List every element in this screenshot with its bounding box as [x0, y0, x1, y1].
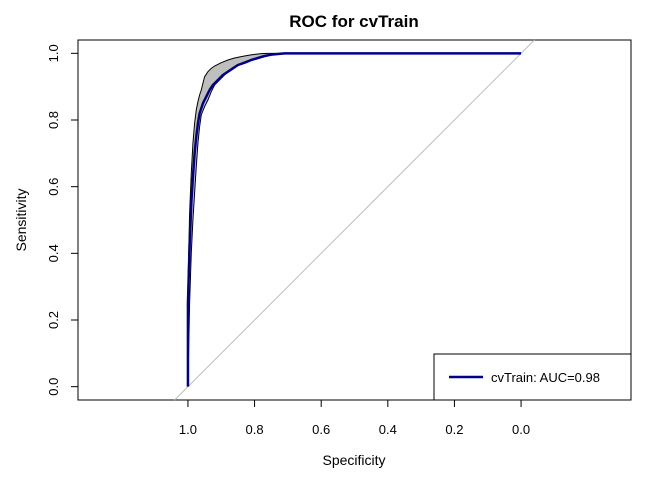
- y-tick-label: 0.0: [46, 378, 61, 396]
- y-tick-label: 1.0: [46, 44, 61, 62]
- y-tick-label: 0.6: [46, 178, 61, 196]
- reference-line-layer: [174, 39, 535, 401]
- reference-diagonal-line: [174, 39, 535, 401]
- x-tick-label: 0.8: [246, 422, 264, 437]
- x-tick-label: 0.4: [379, 422, 397, 437]
- legend-label: cvTrain: AUC=0.98: [491, 370, 600, 385]
- x-tick-label: 0.2: [445, 422, 463, 437]
- y-tick-label: 0.2: [46, 311, 61, 329]
- x-tick-label: 0.0: [512, 422, 530, 437]
- y-tick-label: 0.8: [46, 111, 61, 129]
- y-tick-label: 0.4: [46, 244, 61, 262]
- roc-curve-line: [186, 52, 522, 387]
- legend: cvTrain: AUC=0.98: [433, 353, 632, 401]
- chart-title: ROC for cvTrain: [289, 12, 418, 31]
- x-tick-label: 1.0: [179, 422, 197, 437]
- y-axis: 0.0 0.2 0.4 0.6 0.8 1.0: [46, 44, 79, 396]
- x-axis-label: Specificity: [322, 452, 385, 468]
- y-axis-label: Sensitivity: [13, 188, 29, 251]
- roc-curve-layer: [186, 52, 522, 387]
- x-axis: 1.0 0.8 0.6 0.4 0.2 0.0: [179, 399, 530, 437]
- x-tick-label: 0.6: [312, 422, 330, 437]
